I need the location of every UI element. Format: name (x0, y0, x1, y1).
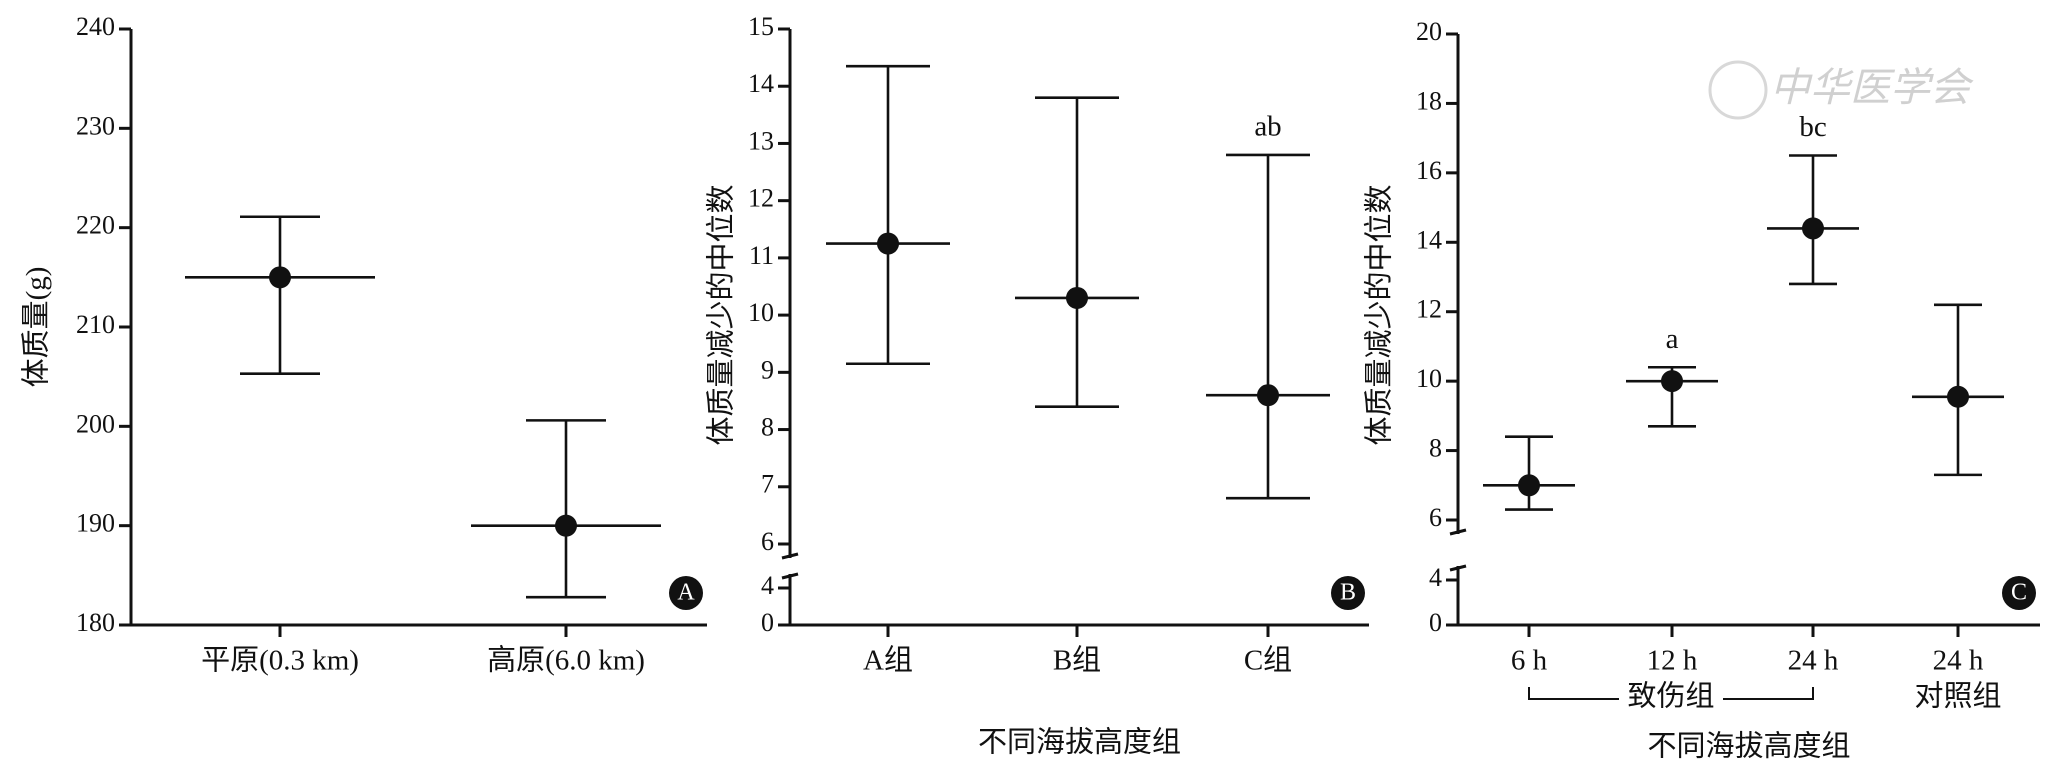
panel-badge-label: C (2011, 580, 2027, 606)
panel-badge-label: A (677, 580, 695, 606)
annotation: bc (1799, 111, 1826, 143)
y-tick-label: 230 (76, 111, 115, 140)
axis-break (1449, 564, 1467, 572)
watermark-logo (1708, 60, 1768, 120)
point (1518, 474, 1540, 497)
y-axis-label: 体质量减少的中位数 (705, 184, 738, 445)
axis-break (1449, 528, 1467, 536)
y-tick-label: 4 (761, 571, 774, 600)
axis-break (781, 572, 799, 580)
annotation: a (1666, 323, 1679, 355)
point (1257, 384, 1279, 407)
y-axis-label: 体质量(g) (20, 267, 53, 388)
y-tick-label: 14 (1416, 225, 1442, 254)
y-tick-label: 210 (76, 310, 115, 339)
x-tick-label: 平原(0.3 km) (201, 645, 359, 677)
panel-badge (2002, 576, 2036, 610)
annotation: ab (1254, 111, 1281, 143)
y-tick-label: 10 (1416, 364, 1442, 393)
x-tick-label: B组 (1053, 644, 1101, 677)
y-tick-label: 8 (1429, 434, 1442, 463)
y-tick-label: 13 (748, 126, 774, 155)
y-tick-label: 9 (761, 355, 774, 384)
y-tick-label: 8 (761, 413, 774, 442)
point (269, 266, 291, 289)
y-tick-label: 12 (1416, 295, 1442, 324)
x-tick-label: 12 h (1647, 645, 1698, 677)
y-tick-label: 0 (761, 608, 774, 637)
point (877, 232, 899, 255)
x-axis-label: 不同海拔高度组 (978, 726, 1181, 759)
watermark: 中华医学会 (1770, 65, 1974, 110)
y-tick-label: 180 (76, 608, 115, 637)
panel-badge (1331, 576, 1365, 610)
group-label: 致伤组 (1627, 680, 1714, 713)
panel-badge (669, 576, 703, 610)
y-tick-label: 220 (76, 211, 115, 240)
y-tick-label: 10 (748, 298, 774, 327)
y-tick-label: 12 (748, 184, 774, 213)
y-tick-label: 14 (748, 69, 774, 98)
y-tick-label: 6 (1429, 503, 1442, 532)
x-tick-label: 高原(6.0 km) (487, 644, 645, 677)
y-tick-label: 7 (761, 470, 774, 499)
y-tick-label: 4 (1429, 563, 1442, 592)
x-tick-label: A组 (863, 644, 913, 677)
y-tick-label: 200 (76, 409, 115, 438)
point (1066, 286, 1088, 309)
y-tick-label: 0 (1429, 608, 1442, 637)
x-tick-label: C组 (1244, 644, 1292, 677)
y-tick-label: 20 (1416, 17, 1442, 46)
axis-break (781, 552, 799, 560)
y-tick-label: 16 (1416, 156, 1442, 185)
y-tick-label: 11 (749, 241, 774, 270)
panel-badge-label: B (1340, 580, 1356, 606)
x-tick-label: 24 h (1788, 645, 1839, 677)
x-tick-label: 6 h (1511, 645, 1548, 677)
point (1947, 385, 1969, 408)
y-tick-label: 240 (76, 12, 115, 41)
point (1661, 370, 1683, 393)
y-tick-label: 15 (748, 12, 774, 41)
point (1802, 217, 1824, 240)
y-axis-label: 体质量减少的中位数 (1363, 184, 1396, 445)
x-tick-label: 24 h (1933, 645, 1984, 677)
y-tick-label: 190 (76, 509, 115, 538)
point (555, 514, 577, 537)
y-tick-label: 6 (761, 527, 774, 556)
group-bracket (1528, 687, 1814, 700)
x-axis-label: 不同海拔高度组 (1647, 730, 1850, 763)
group-label: 对照组 (1914, 680, 2001, 713)
y-tick-label: 18 (1416, 86, 1442, 115)
